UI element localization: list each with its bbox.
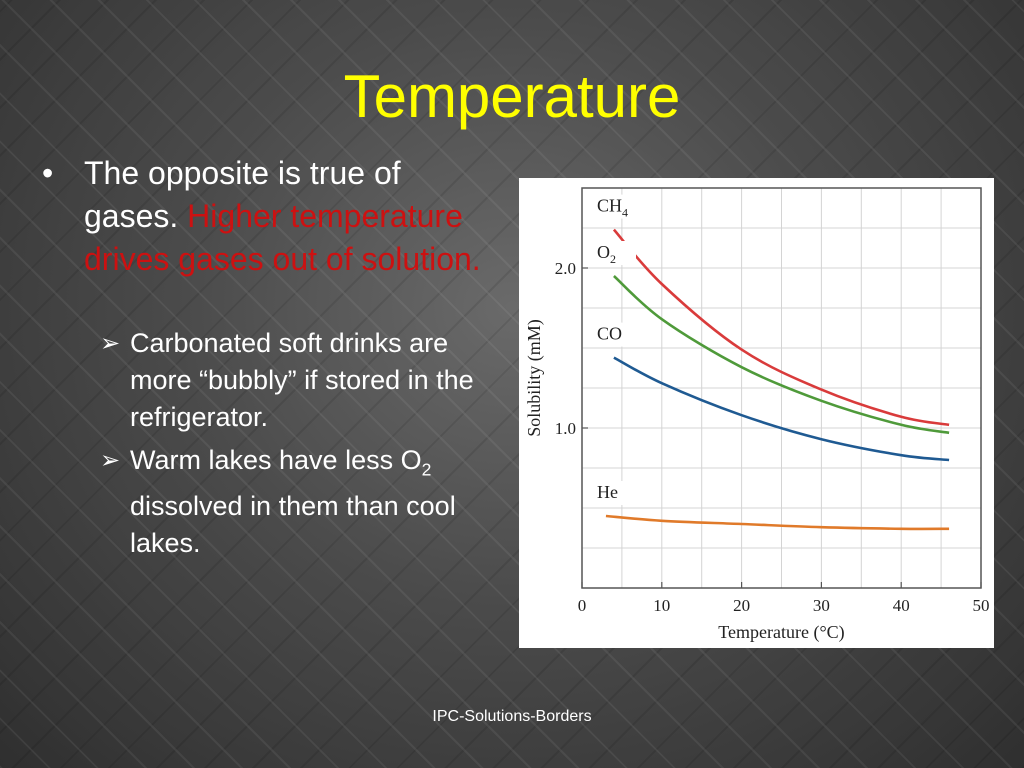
bullet-item: • The opposite is true of gases. Higher … xyxy=(42,152,502,281)
bullet-dot-icon: • xyxy=(42,155,54,191)
series-label-co: CO xyxy=(597,324,622,344)
y-tick-label: 2.0 xyxy=(555,259,576,278)
slide-title: Temperature xyxy=(343,63,681,130)
series-line-o2 xyxy=(613,275,950,435)
bullet-text: The opposite is true of gases. xyxy=(84,155,401,234)
sub-bullet-text: Warm lakes have less O2 dissolved in the… xyxy=(130,445,456,559)
x-tick-label: 30 xyxy=(813,596,830,615)
slide-footer: IPC-Solutions-Borders xyxy=(432,708,592,725)
x-tick-label: 0 xyxy=(578,596,587,615)
solubility-chart-box: 0 10 20 30 40 50 1.0 2.0 Temperature (°C) Solubil… xyxy=(519,178,994,648)
x-tick-label: 40 xyxy=(893,596,910,615)
y-tick-label: 1.0 xyxy=(555,419,576,438)
series-line-co xyxy=(613,356,950,462)
x-tick-label: 10 xyxy=(653,596,670,615)
x-tick-label: 20 xyxy=(733,596,750,615)
y-axis-label: Solubility (mM) xyxy=(524,319,545,437)
sub-bullet-item: ➢ Warm lakes have less O2 dissolved in t… xyxy=(42,442,502,562)
sub-bullet-item: ➢ Carbonated soft drinks are more “bubbl… xyxy=(42,325,502,436)
solubility-chart: 0 10 20 30 40 50 1.0 2.0 Temperature (°C) Solubil… xyxy=(524,187,990,643)
series-line-he xyxy=(605,514,950,531)
arrow-bullet-icon: ➢ xyxy=(100,330,121,357)
series-label-bg xyxy=(594,241,636,265)
series-label-bg xyxy=(594,322,636,347)
series-label-ch4: CH4 xyxy=(597,196,628,220)
x-axis-label: Temperature (°C) xyxy=(718,622,844,643)
series-label-o2: O2 xyxy=(597,242,616,266)
bullet-list: • The opposite is true of gases. Higher … xyxy=(42,152,502,562)
series-line-ch4 xyxy=(612,228,950,427)
series-label-bg xyxy=(594,194,636,219)
series-label-bg xyxy=(594,481,636,505)
bullet-highlight-text: Higher temperature drives gases out of s… xyxy=(84,198,481,277)
arrow-bullet-icon: ➢ xyxy=(100,447,121,474)
sub-bullet-text: Carbonated soft drinks are more “bubbly”… xyxy=(130,328,474,432)
x-tick-label: 50 xyxy=(973,596,990,615)
series-label-he: He xyxy=(597,482,618,502)
plot-frame xyxy=(581,187,982,589)
